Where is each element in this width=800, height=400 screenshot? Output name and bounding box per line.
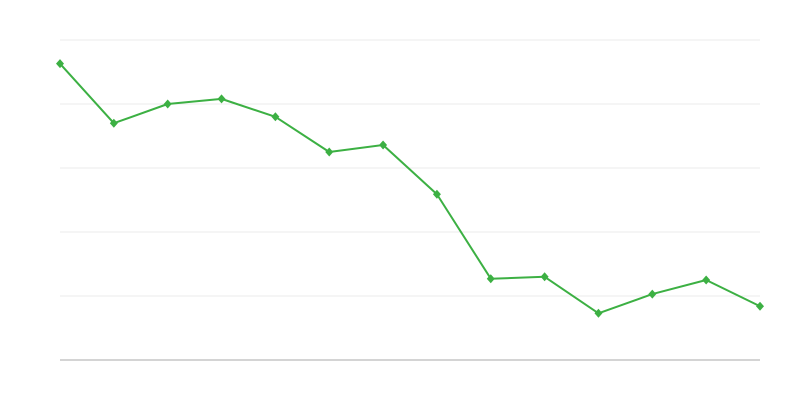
data-point-marker	[432, 189, 441, 199]
data-point-marker	[109, 118, 118, 128]
data-point-marker	[594, 308, 603, 318]
data-point-marker	[217, 94, 226, 104]
data-point-marker	[648, 289, 657, 299]
data-point-marker	[540, 272, 549, 282]
data-point-marker	[486, 274, 495, 284]
data-point-marker	[702, 275, 711, 285]
data-point-marker	[325, 147, 334, 157]
series-line	[59, 63, 761, 315]
data-point-marker	[756, 301, 764, 311]
data-point-marker	[56, 59, 64, 69]
data-point-marker	[379, 140, 388, 150]
data-point-marker	[163, 99, 172, 109]
data-point-marker	[271, 112, 280, 122]
